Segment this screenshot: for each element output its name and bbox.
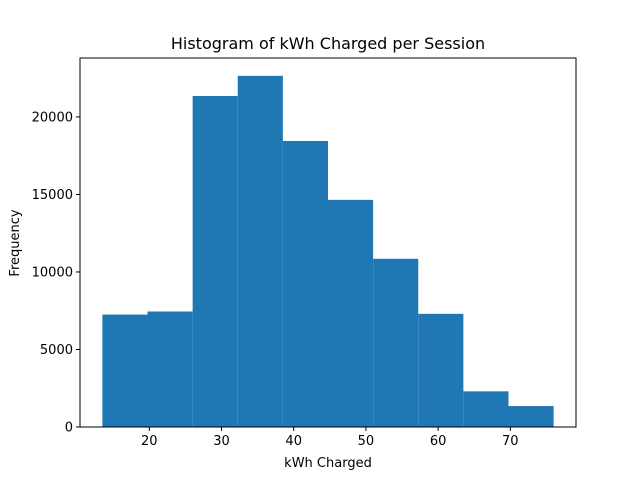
x-tick-label: 50 (358, 434, 375, 449)
histogram-bar (508, 406, 554, 427)
histogram-bar (192, 95, 238, 427)
y-tick-label: 20000 (32, 110, 73, 125)
histogram-bar (463, 391, 509, 427)
chart-title: Histogram of kWh Charged per Session (171, 34, 485, 53)
histogram-bar (418, 313, 464, 427)
y-axis-label: Frequency (8, 209, 23, 276)
x-axis-ticks: 20 30 40 50 60 70 (141, 427, 519, 449)
y-axis-ticks: 0 5000 10000 15000 20000 (32, 110, 80, 436)
x-tick-label: 20 (141, 434, 158, 449)
x-tick-label: 60 (430, 434, 447, 449)
histogram-bar (102, 314, 148, 427)
x-tick-label: 70 (502, 434, 519, 449)
x-tick-label: 40 (285, 434, 302, 449)
histogram-bar (282, 140, 328, 427)
histogram-bar (373, 258, 419, 427)
histogram-bar (147, 311, 193, 427)
histogram-bar (328, 199, 374, 427)
x-tick-label: 30 (213, 434, 230, 449)
y-tick-label: 15000 (32, 188, 73, 203)
x-axis-label: kWh Charged (284, 456, 372, 471)
histogram-bar (237, 75, 283, 427)
bars-group (102, 75, 554, 427)
y-tick-label: 0 (65, 421, 73, 436)
plot-frame (79, 57, 577, 428)
y-tick-label: 5000 (40, 343, 73, 358)
y-tick-label: 10000 (32, 265, 73, 280)
